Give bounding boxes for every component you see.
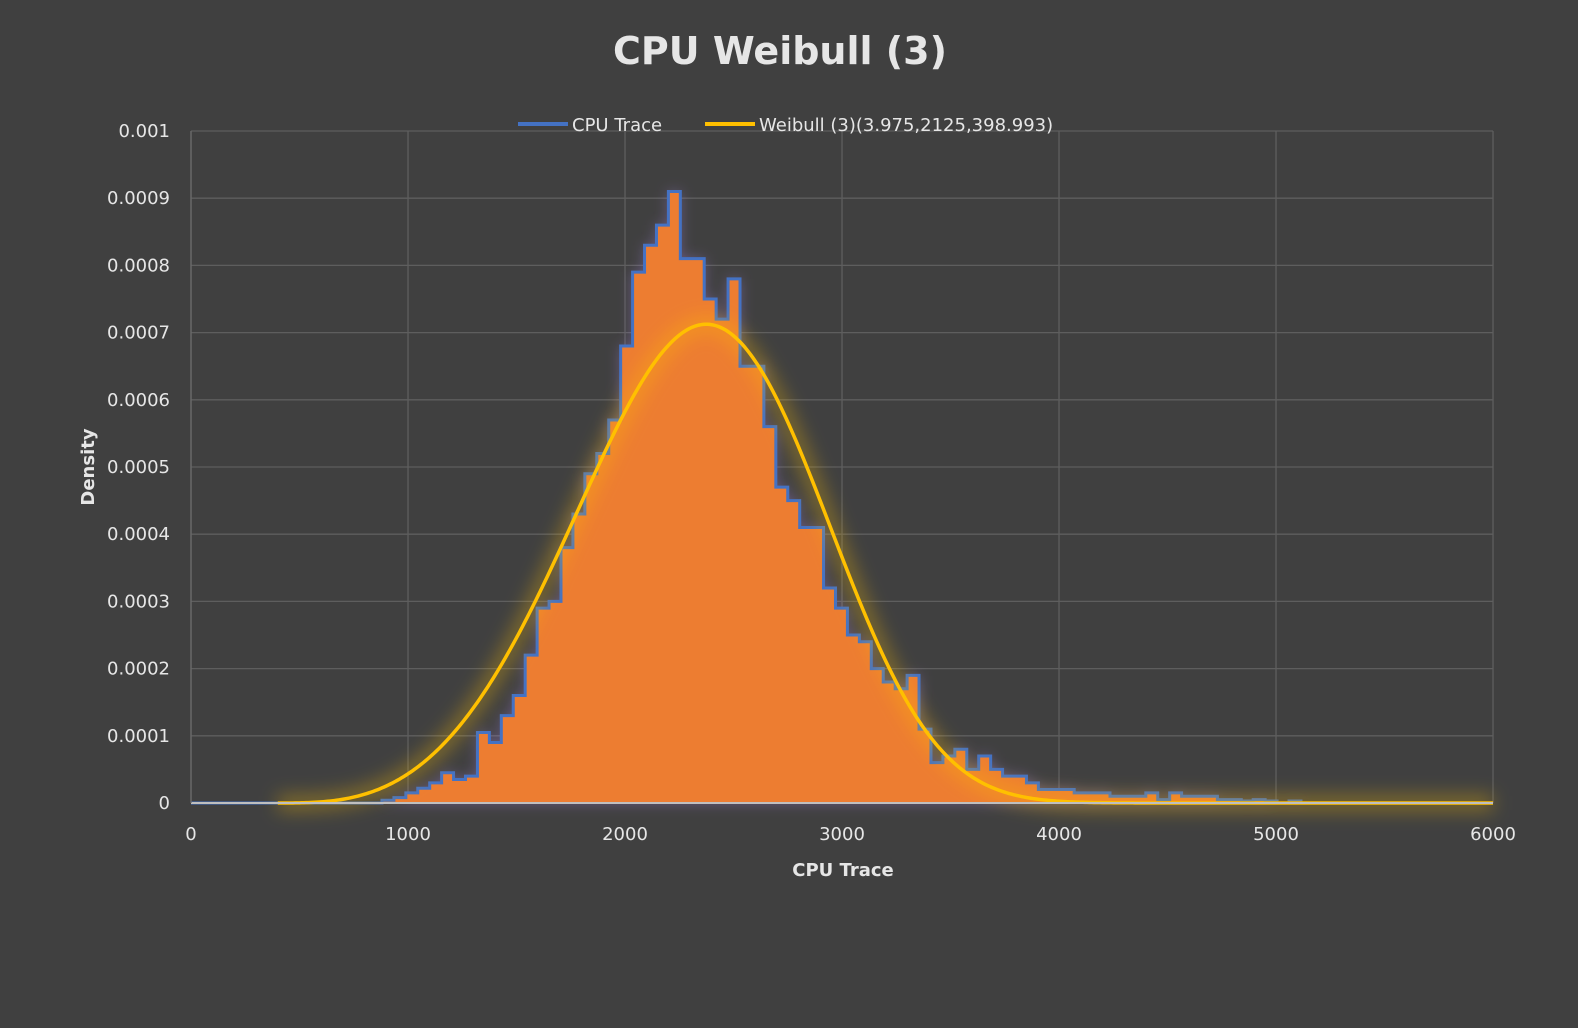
y-tick-label-2: 0.0002 xyxy=(107,659,170,680)
x-tick-label-1: 1000 xyxy=(385,824,431,845)
y-axis-label: Density xyxy=(78,428,99,505)
y-tick-label-7: 0.0007 xyxy=(107,323,170,344)
histogram-fill xyxy=(191,191,1493,804)
y-tick-label-6: 0.0006 xyxy=(107,390,170,411)
x-tick-label-2: 2000 xyxy=(602,824,648,845)
legend-label-cpu-trace: CPU Trace xyxy=(572,115,662,136)
x-tick-label-0: 0 xyxy=(185,824,196,845)
y-tick-label-5: 0.0005 xyxy=(107,457,170,478)
legend-label-weibull: Weibull (3)(3.975,2125,398.993) xyxy=(759,115,1053,136)
x-tick-label-6: 6000 xyxy=(1470,824,1516,845)
x-axis-label: CPU Trace xyxy=(792,860,894,881)
grid xyxy=(190,130,1494,804)
legend: CPU Trace Weibull (3)(3.975,2125,398.993… xyxy=(518,115,1053,136)
y-tick-label-3: 0.0003 xyxy=(107,591,170,612)
x-tick-label-5: 5000 xyxy=(1253,824,1299,845)
y-tick-label-4: 0.0004 xyxy=(107,524,170,545)
axes xyxy=(190,131,1493,804)
y-tick-label-1: 0.0001 xyxy=(107,726,170,747)
y-tick-label-0: 0 xyxy=(159,793,170,814)
x-tick-label-4: 4000 xyxy=(1036,824,1082,845)
ticks: 0 1000 2000 3000 4000 5000 6000 0 0.0001 0.0002 0.… xyxy=(107,121,1516,845)
y-tick-label-8: 0.0008 xyxy=(107,255,170,276)
y-tick-label-10: 0.001 xyxy=(118,121,170,142)
chart-title: CPU Weibull (3) xyxy=(613,29,947,73)
x-tick-label-3: 3000 xyxy=(819,824,865,845)
y-tick-label-9: 0.0009 xyxy=(107,188,170,209)
